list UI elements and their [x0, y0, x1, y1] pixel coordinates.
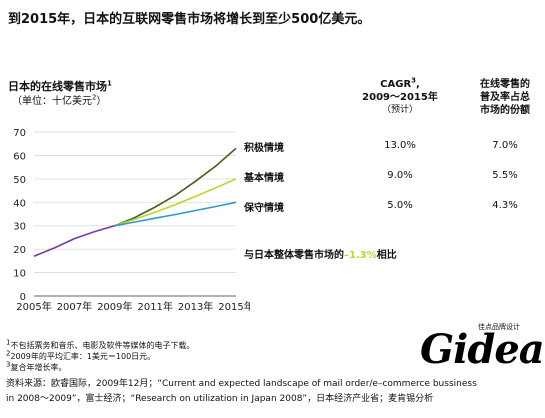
cagr-column-header: CAGR3, 2009～2015年 （预计）: [362, 76, 438, 115]
y-tick-label: 20: [13, 245, 26, 256]
base-series-line: [114, 178, 237, 227]
aggressive-series-line: [114, 147, 237, 227]
footnote-3: 3复合年增长率。: [6, 360, 67, 372]
x-tick-label: 2011年: [137, 300, 172, 313]
source-line-2: in 2008～2009”，富士经济；“Research on utilizat…: [6, 394, 434, 404]
x-tick-label: 2005年: [16, 300, 51, 313]
y-tick-label: 60: [13, 151, 26, 162]
chart-title: 日本的在线零售市场1: [8, 79, 112, 93]
x-tick-label: 2015年: [218, 300, 250, 313]
row-label-conservative: 保守情境: [244, 203, 284, 214]
logo-tagline: 佳点品牌设计: [478, 323, 520, 331]
y-tick-label: 70: [13, 128, 26, 139]
gidea-logo: Gidea: [420, 326, 545, 373]
y-tick-label: 0: [20, 292, 26, 303]
share-column-header: 在线零售的 普及率占总 市场的份额: [480, 79, 530, 116]
source-line-1: 资料来源：欧睿国际，2009年12月；“Current and expected…: [6, 379, 477, 389]
footnote-1: 1不包括票务和音乐、电影及软件等媒体的电子下载。: [6, 338, 195, 350]
cagr-conservative: 5.0%: [387, 200, 413, 211]
row-label-aggressive: 积极情境: [244, 143, 284, 154]
cagr-base: 9.0%: [387, 170, 413, 181]
y-tick-label: 10: [13, 269, 26, 280]
share-base: 5.5%: [492, 170, 518, 181]
x-tick-label: 2013年: [178, 300, 213, 313]
x-tick-label: 2009年: [97, 300, 132, 313]
y-tick-label: 40: [13, 198, 26, 209]
chart-unit: （单位：十亿美元2）: [12, 93, 107, 107]
headline: 到2015年，日本的互联网零售市场将增长到至少500亿美元。: [8, 12, 371, 27]
line-chart: 0 10 20 30 40 50 60 70 2005年 2007年 2009年 2011年 2013年…: [13, 128, 250, 313]
comparison-note: 与日本整体零售市场的–1.3%相比: [244, 250, 397, 261]
x-tick-label: 2007年: [57, 300, 92, 313]
history-line: [33, 224, 116, 257]
cagr-aggressive: 13.0%: [384, 140, 416, 151]
share-conservative: 4.3%: [492, 200, 518, 211]
footnote-2: 22009年的平均汇率：1美元＝100日元。: [6, 349, 156, 361]
y-tick-label: 50: [13, 175, 26, 186]
row-label-base: 基本情境: [244, 173, 284, 184]
conservative-series-line: [114, 201, 237, 227]
share-aggressive: 7.0%: [492, 140, 518, 151]
y-tick-label: 30: [13, 222, 26, 233]
